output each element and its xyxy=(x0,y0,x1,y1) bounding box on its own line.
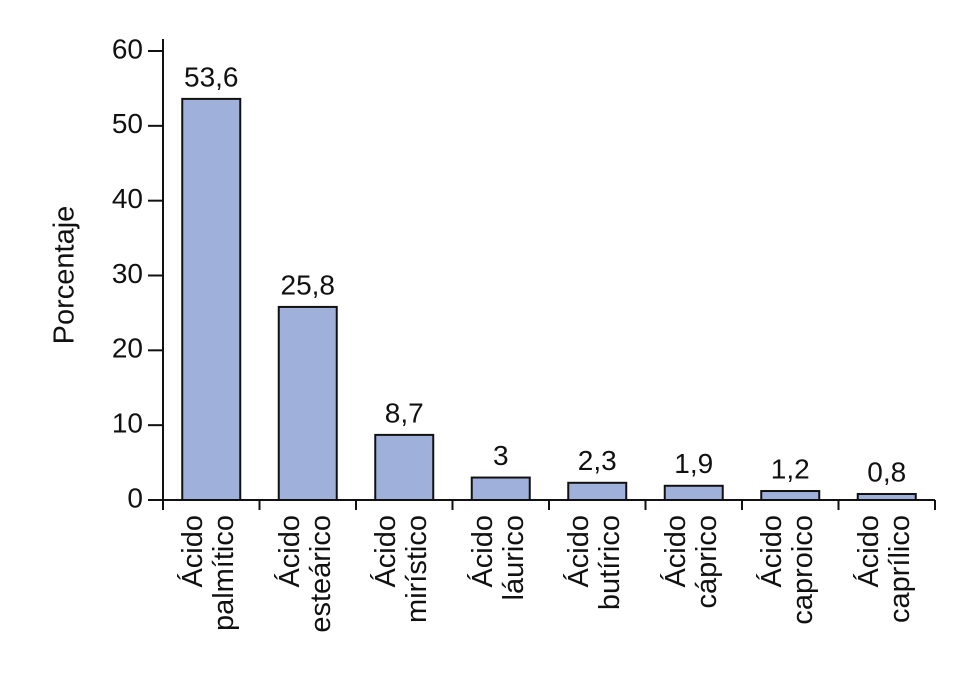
bar xyxy=(181,97,242,501)
y-tick-label: 0 xyxy=(127,482,143,513)
value-label: 1,9 xyxy=(674,448,713,479)
value-label: 1,2 xyxy=(771,453,810,484)
x-tick-label: Ácido esteárico xyxy=(273,515,337,633)
x-tick-label: Ácido palmítico xyxy=(177,515,241,632)
bar xyxy=(760,490,821,501)
y-tick-label: 10 xyxy=(112,408,143,439)
bar xyxy=(663,484,724,502)
y-tick-label: 60 xyxy=(112,33,143,64)
x-tick-label: Ácido cáprico xyxy=(659,515,723,609)
x-tick-label: Ácido butírico xyxy=(563,515,627,611)
value-label: 2,3 xyxy=(578,445,617,476)
value-label: 25,8 xyxy=(281,269,336,300)
x-tick-label: Ácido mirístico xyxy=(370,515,434,623)
y-tick-label: 20 xyxy=(112,333,143,364)
value-label: 0,8 xyxy=(867,456,906,487)
x-tick-label: Ácido láurico xyxy=(466,515,530,601)
x-tick-label: Ácido caprílico xyxy=(852,515,916,623)
bar xyxy=(856,493,917,502)
y-tick-label: 50 xyxy=(112,108,143,139)
bar xyxy=(374,433,435,501)
y-tick-label: 30 xyxy=(112,258,143,289)
bar xyxy=(567,481,628,501)
x-tick-label: Ácido caproico xyxy=(756,515,820,625)
y-tick-label: 40 xyxy=(112,183,143,214)
y-axis-label: Porcentaje xyxy=(49,206,81,345)
value-label: 3 xyxy=(493,440,509,471)
bar xyxy=(470,476,531,501)
bar xyxy=(277,305,338,501)
value-label: 53,6 xyxy=(184,61,239,92)
value-label: 8,7 xyxy=(385,397,424,428)
